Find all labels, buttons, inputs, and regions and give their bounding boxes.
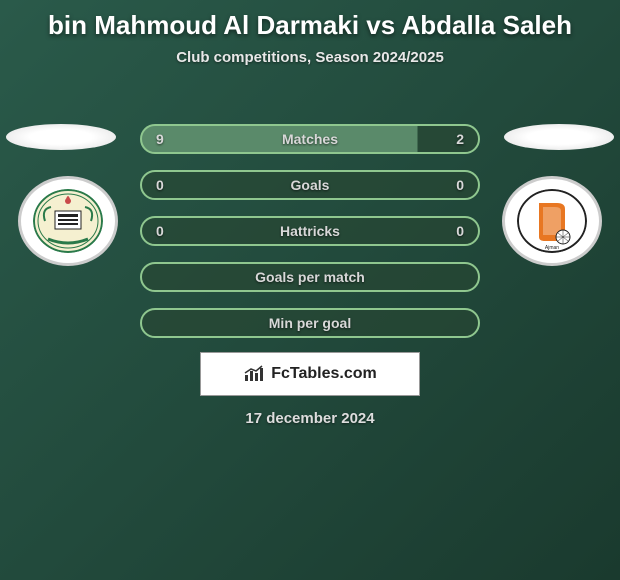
club-emblem-left-icon	[33, 189, 103, 253]
club-logo-left-circle	[18, 176, 118, 266]
date-text: 17 december 2024	[0, 410, 620, 427]
stat-label: Hattricks	[280, 223, 340, 239]
stat-label: Matches	[282, 131, 338, 147]
stat-right-value: 2	[456, 131, 464, 147]
stat-label: Goals per match	[255, 269, 365, 285]
player-right-ellipse	[504, 124, 614, 150]
stat-left-value: 9	[156, 131, 164, 147]
club-logo-right: Ajman	[502, 176, 602, 266]
stat-right-value: 0	[456, 223, 464, 239]
stat-row-matches: 9 Matches 2	[140, 124, 480, 154]
club-emblem-right-icon: Ajman	[517, 189, 587, 253]
club-logo-right-circle: Ajman	[502, 176, 602, 266]
chart-icon	[243, 365, 265, 383]
stat-row-hattricks: 0 Hattricks 0	[140, 216, 480, 246]
stat-label: Goals	[291, 177, 330, 193]
stat-row-goals: 0 Goals 0	[140, 170, 480, 200]
stat-label: Min per goal	[269, 315, 351, 331]
watermark: FcTables.com	[200, 352, 420, 396]
stat-row-goals-per-match: Goals per match	[140, 262, 480, 292]
stat-right-value: 0	[456, 177, 464, 193]
stat-row-min-per-goal: Min per goal	[140, 308, 480, 338]
page-title: bin Mahmoud Al Darmaki vs Abdalla Saleh	[0, 0, 620, 41]
stat-left-value: 0	[156, 223, 164, 239]
player-left-ellipse	[6, 124, 116, 150]
stat-left-value: 0	[156, 177, 164, 193]
stats-container: 9 Matches 2 0 Goals 0 0 Hattricks 0 Goals per mat…	[140, 124, 480, 354]
svg-text:Ajman: Ajman	[545, 245, 559, 251]
page-subtitle: Club competitions, Season 2024/2025	[0, 49, 620, 66]
watermark-text: FcTables.com	[271, 365, 377, 383]
club-logo-left	[18, 176, 118, 266]
